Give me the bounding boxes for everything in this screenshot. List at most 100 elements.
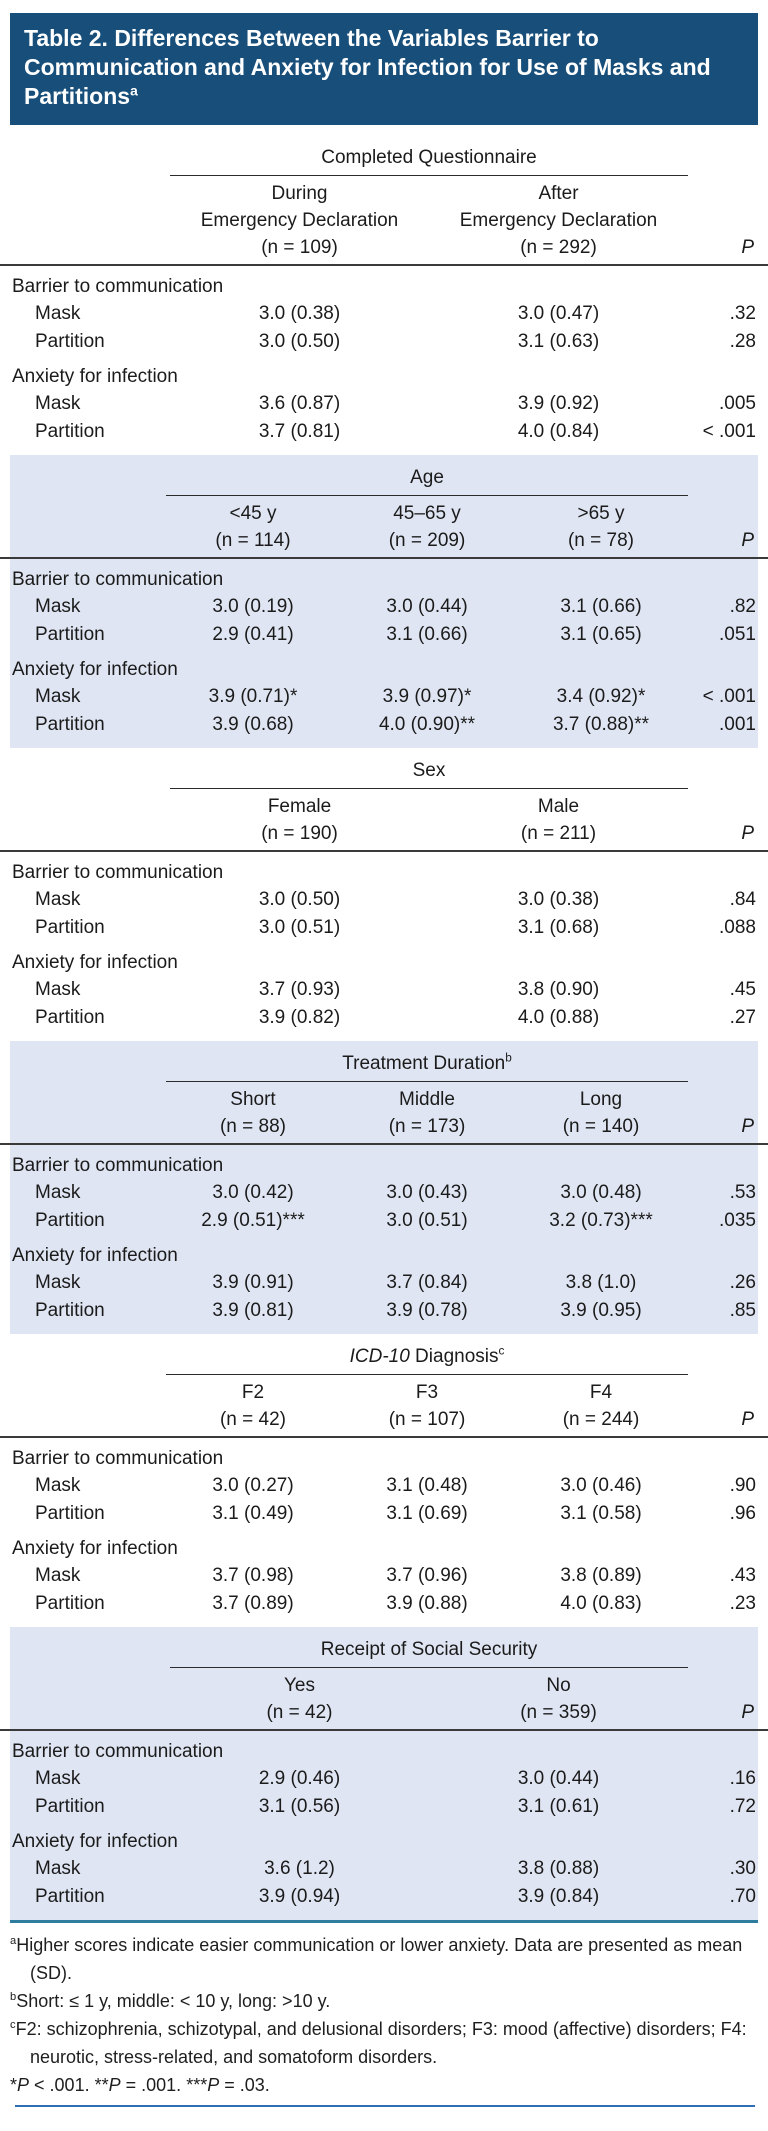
column-n: (n = 359) [520,1702,597,1723]
column-header: <45 y (n = 114) [166,500,340,554]
column-header: 45–65 y (n = 209) [340,500,514,554]
spanner-footnote-marker: b [505,1051,512,1065]
group-label: Barrier to communication [12,862,224,883]
table-row: Mask 3.0 (0.27) 3.1 (0.48) 3.0 (0.46) .9… [35,1475,756,1496]
table-title-footnote-marker: a [130,83,138,99]
p-column-header: P [741,1116,754,1137]
column-n: (n = 173) [388,1116,466,1137]
p-column-header: P [741,1702,754,1723]
p-column-header: P [741,1409,754,1430]
column-header: After Emergency Declaration (n = 292) [429,180,688,261]
column-header: No (n = 359) [429,1672,688,1726]
table-row: Partition 3.9 (0.94) 3.9 (0.84) .70 [35,1886,756,1907]
table-row: Mask 2.9 (0.46) 3.0 (0.44) .16 [35,1768,756,1789]
group-label: Barrier to communication [12,276,224,297]
column-n: (n = 140) [562,1116,640,1137]
column-n: (n = 88) [219,1116,286,1137]
column-n: (n = 244) [562,1409,640,1430]
section-receipt-of-social-security: Receipt of Social Security Yes (n = 42) … [0,1627,768,1920]
table-bottom-rule [10,1920,758,1923]
spanner-heading: Receipt of Social Security [170,1636,688,1668]
column-header: Male (n = 211) [429,793,688,847]
table-row: Mask 3.0 (0.50) 3.0 (0.38) .84 [35,889,756,910]
column-n: (n = 109) [261,237,338,258]
table-row: Mask 3.0 (0.38) 3.0 (0.47) .32 [35,303,756,324]
footnote-b: bShort: ≤ 1 y, middle: < 10 y, long: >10… [10,1991,331,2011]
table-row: Partition 3.0 (0.50) 3.1 (0.63) .28 [35,331,756,352]
table-row: Mask 3.0 (0.19) 3.0 (0.44) 3.1 (0.66) .8… [35,596,756,617]
group-label: Anxiety for infection [12,659,178,680]
footnotes: aHigher scores indicate easier communica… [10,1931,756,2099]
spanner-footnote-marker: c [498,1344,505,1358]
table-row: Mask 3.6 (0.87) 3.9 (0.92) .005 [35,393,756,414]
table-row: Partition 3.9 (0.68) 4.0 (0.90)** 3.7 (0… [35,714,756,735]
table-row: Partition 3.7 (0.81) 4.0 (0.84) < .001 [35,421,756,442]
group-label: Barrier to communication [12,1741,224,1762]
section-icd10-diagnosis: ICD-10 Diagnosisc F2 (n = 42) F3 (n = 10… [0,1334,768,1627]
section-age: Age <45 y (n = 114) 45–65 y (n = 209) >6… [0,455,768,748]
header-rule [0,557,768,559]
spanner-text: Diagnosis [409,1346,499,1367]
column-header: During Emergency Declaration (n = 109) [170,180,429,261]
column-header: F3 (n = 107) [340,1379,514,1433]
spanner-heading: Treatment Durationb [166,1050,688,1082]
table-row: Partition 3.7 (0.89) 3.9 (0.88) 4.0 (0.8… [35,1593,756,1614]
column-header: Yes (n = 42) [170,1672,429,1726]
table-row: Mask 3.7 (0.93) 3.8 (0.90) .45 [35,979,756,1000]
column-header: Female (n = 190) [170,793,429,847]
footnote-c: cF2: schizophrenia, schizotypal, and del… [10,2019,747,2067]
group-label: Anxiety for infection [12,366,178,387]
table-row: Mask 3.0 (0.42) 3.0 (0.43) 3.0 (0.48) .5… [35,1182,756,1203]
spanner-text: Treatment Duration [342,1053,506,1074]
p-column-header: P [741,237,754,258]
table-row: Partition 3.9 (0.82) 4.0 (0.88) .27 [35,1007,756,1028]
spanner-text: Completed Questionnaire [321,147,537,168]
column-header: >65 y (n = 78) [514,500,688,554]
table-row: Partition 3.1 (0.49) 3.1 (0.69) 3.1 (0.5… [35,1503,756,1524]
footnote-a: aHigher scores indicate easier communica… [10,1935,743,1983]
column-n: (n = 114) [215,530,291,551]
section-completed-questionnaire: Completed Questionnaire During Emergency… [0,135,768,455]
column-header: Long (n = 140) [514,1086,688,1140]
column-header: Short (n = 88) [166,1086,340,1140]
column-n: (n = 292) [520,237,597,258]
column-n: (n = 190) [261,823,338,844]
group-label: Barrier to communication [12,1448,224,1469]
spanner-heading: ICD-10 Diagnosisc [166,1343,688,1375]
column-n: (n = 78) [567,530,634,551]
table-row: Partition 3.0 (0.51) 3.1 (0.68) .088 [35,917,756,938]
group-label: Anxiety for infection [12,1538,178,1559]
group-label: Anxiety for infection [12,952,178,973]
group-label: Barrier to communication [12,569,224,590]
section-treatment-duration: Treatment Durationb Short (n = 88) Middl… [0,1041,768,1334]
group-label: Barrier to communication [12,1155,224,1176]
significance-note: *P < .001. **P = .001. ***P = .03. [10,2075,270,2095]
spanner-heading: Completed Questionnaire [170,144,688,176]
column-n: (n = 107) [388,1409,466,1430]
table-row: Mask 3.6 (1.2) 3.8 (0.88) .30 [35,1858,756,1879]
spanner-heading: Age [166,464,688,496]
spanner-text: Sex [412,760,446,781]
spanner-text: Receipt of Social Security [320,1639,538,1660]
table-row: Mask 3.9 (0.71)* 3.9 (0.97)* 3.4 (0.92)*… [35,686,756,707]
header-rule [0,850,768,852]
spanner-heading: Sex [170,757,688,789]
header-rule [0,1143,768,1145]
table-row: Partition 3.1 (0.56) 3.1 (0.61) .72 [35,1796,756,1817]
table-row: Partition 2.9 (0.41) 3.1 (0.66) 3.1 (0.6… [35,624,756,645]
spanner-italic: ICD-10 [349,1346,410,1367]
column-header: F4 (n = 244) [514,1379,688,1433]
table-row: Mask 3.7 (0.98) 3.7 (0.96) 3.8 (0.89) .4… [35,1565,756,1586]
group-label: Anxiety for infection [12,1831,178,1852]
column-n: (n = 211) [520,823,597,844]
table-title-text: Table 2. Differences Between the Variabl… [24,25,711,109]
p-column-header: P [741,823,754,844]
p-column-header: P [741,530,754,551]
header-rule [0,264,768,266]
header-rule [0,1729,768,1731]
table-title: Table 2. Differences Between the Variabl… [10,13,758,125]
column-n: (n = 42) [219,1409,286,1430]
figure-divider-rule [15,2105,755,2107]
table-row: Partition 3.9 (0.81) 3.9 (0.78) 3.9 (0.9… [35,1300,756,1321]
